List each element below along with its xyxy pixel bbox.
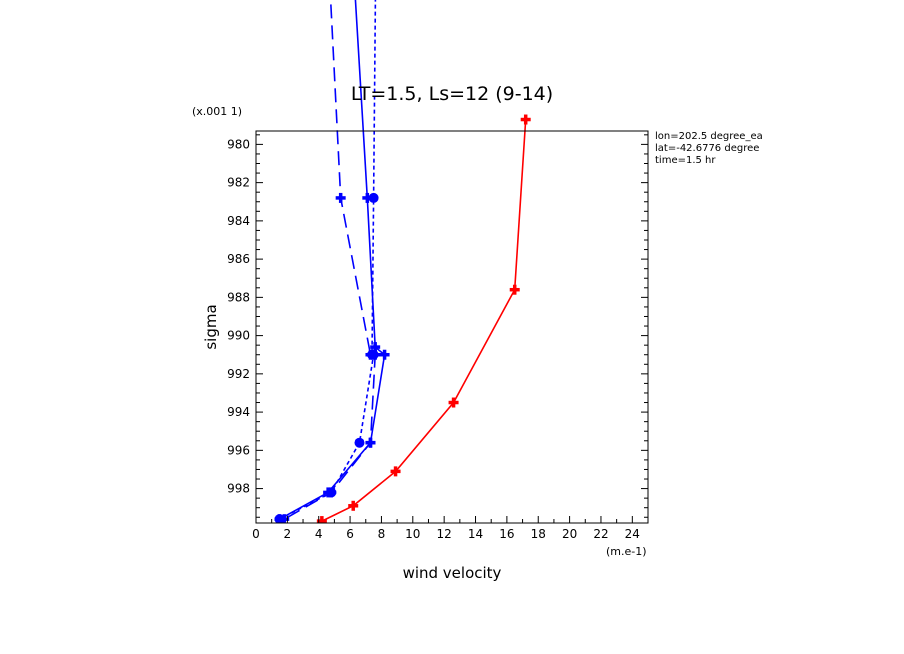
- data-point-marker: [368, 192, 379, 203]
- series-line-1: [321, 119, 527, 522]
- info-lat: lat=-42.6776 degree: [655, 143, 759, 154]
- data-point-marker: [335, 192, 346, 203]
- x-tick-label: 16: [499, 527, 514, 541]
- x-tick-label: 14: [468, 527, 483, 541]
- data-point-marker: [326, 487, 337, 498]
- data-point-marker: [365, 437, 376, 448]
- info-time: time=1.5 hr: [655, 155, 716, 166]
- info-lon: lon=202.5 degree_ea: [655, 131, 763, 142]
- x-tick-label: 8: [378, 527, 386, 541]
- y-tick-label: 984: [227, 214, 250, 228]
- data-point-marker: [520, 114, 531, 125]
- data-point-marker: [348, 500, 359, 511]
- data-point-marker: [390, 466, 401, 477]
- x-tick-label: 12: [437, 527, 452, 541]
- y-tick-label: 998: [227, 482, 250, 496]
- data-point-marker: [509, 284, 520, 295]
- x-tick-label: 22: [593, 527, 608, 541]
- chart-title: LT=1.5, Ls=12 (9-14): [351, 83, 553, 105]
- data-point-marker: [354, 437, 365, 448]
- y-tick-label: 992: [227, 367, 250, 381]
- data-point-marker: [448, 397, 459, 408]
- x-unit-label: (m.e-1): [606, 545, 647, 558]
- y-tick-label: 990: [227, 329, 250, 343]
- plot-frame: [255, 130, 649, 524]
- y-tick-label: 994: [227, 405, 250, 419]
- x-tick-label: 4: [315, 527, 323, 541]
- y-tick-label: 996: [227, 443, 250, 457]
- x-tick-label: 10: [405, 527, 420, 541]
- y-tick-label: 986: [227, 252, 250, 266]
- x-axis-label: wind velocity: [403, 564, 502, 582]
- x-tick-label: 2: [284, 527, 292, 541]
- x-tick-label: 24: [625, 527, 640, 541]
- data-point-marker: [368, 349, 379, 360]
- y-tick-label: 980: [227, 137, 250, 151]
- data-point-marker: [379, 349, 390, 360]
- y-tick-label: 982: [227, 176, 250, 190]
- y-tick-label: 988: [227, 290, 250, 304]
- y-unit-label: (x.001 1): [192, 105, 242, 118]
- x-tick-label: 6: [346, 527, 354, 541]
- x-tick-label: 20: [562, 527, 577, 541]
- data-point-marker: [274, 514, 285, 523]
- x-tick-label: 0: [252, 527, 260, 541]
- x-tick-label: 18: [531, 527, 546, 541]
- y-axis-label: sigma: [202, 304, 220, 349]
